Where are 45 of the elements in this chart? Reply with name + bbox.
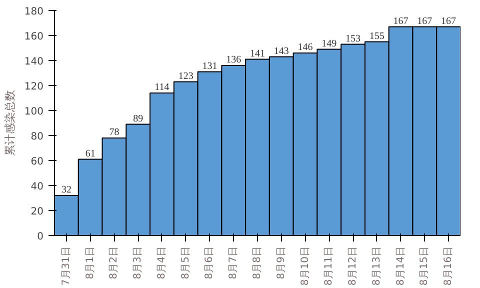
y-tick-label: 100 xyxy=(24,106,44,118)
x-tick-label: 8月9日 xyxy=(276,246,287,280)
x-tick-label: 8月15日 xyxy=(419,246,430,286)
x-tick-label: 8月4日 xyxy=(156,246,168,280)
data-label: 61 xyxy=(85,148,96,160)
data-label: 155 xyxy=(369,30,384,42)
y-tick-label: 40 xyxy=(30,182,44,192)
y-tick-label: 160 xyxy=(24,32,44,42)
y-tick-label: 180 xyxy=(24,6,44,18)
x-tick-label: 8月8日 xyxy=(252,246,263,280)
x-tick-label: 8月1日 xyxy=(84,246,96,280)
data-label: 141 xyxy=(250,48,265,60)
data-label: 89 xyxy=(133,113,144,124)
x-tick-label: 8月6日 xyxy=(204,246,216,280)
y-tick-label: 80 xyxy=(30,132,44,142)
data-label: 32 xyxy=(61,184,72,196)
data-label: 123 xyxy=(178,70,194,82)
y-tick-label: 0 xyxy=(37,232,44,242)
data-label: 167 xyxy=(417,16,432,27)
data-label: 167 xyxy=(393,16,408,27)
y-tick-label: 60 xyxy=(30,156,44,168)
x-tick-label: 8月3日 xyxy=(132,246,144,280)
x-tick-label: 8月11日 xyxy=(324,246,335,286)
data-label: 146 xyxy=(298,42,313,53)
x-tick-label: 7月31日 xyxy=(60,246,72,286)
y-tick-label: 20 xyxy=(30,206,44,218)
x-tick-label: 8月12日 xyxy=(348,246,359,286)
x-tick-label: 8月13日 xyxy=(371,246,382,286)
data-label: 153 xyxy=(346,33,361,44)
data-label: 149 xyxy=(322,38,337,50)
x-tick-label: 8月14日 xyxy=(395,246,406,286)
y-axis-title: 累计感染总数 xyxy=(3,90,16,156)
data-label: 78 xyxy=(109,127,120,138)
x-tick-label: 8月10日 xyxy=(300,246,311,286)
x-tick-label: 8月7日 xyxy=(228,246,240,280)
data-label: 136 xyxy=(226,54,242,66)
x-tick-label: 8月5日 xyxy=(180,246,192,280)
data-label: 131 xyxy=(202,60,218,72)
x-tick-label: 8月16日 xyxy=(443,246,454,286)
data-label: 143 xyxy=(274,46,289,57)
y-tick-label: 120 xyxy=(24,82,44,92)
data-label: 114 xyxy=(154,82,170,93)
y-tick-label: 140 xyxy=(24,56,44,68)
data-label: 167 xyxy=(441,16,456,27)
x-tick-label: 8月2日 xyxy=(108,246,120,280)
